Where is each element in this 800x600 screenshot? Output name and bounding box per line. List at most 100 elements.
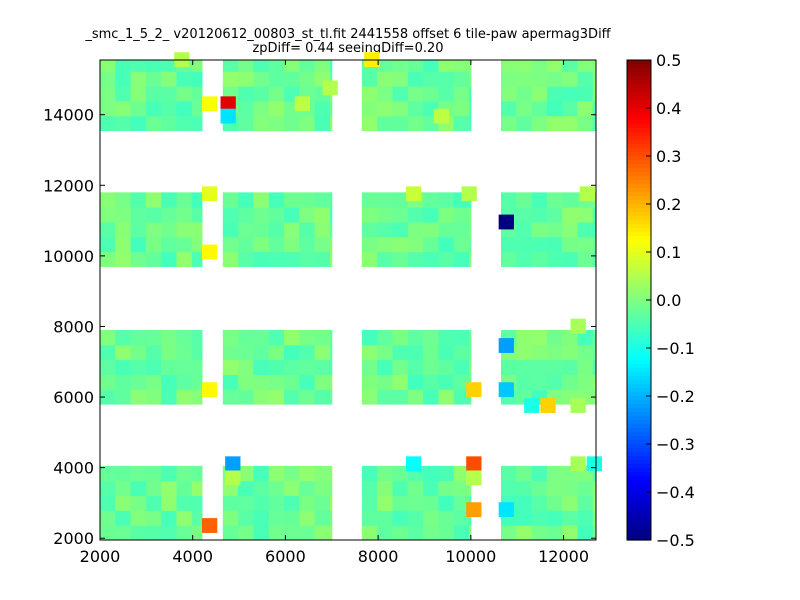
colorbar-segment [627,400,651,405]
heatmap-cell [546,60,563,72]
heatmap-cell [407,207,424,223]
heatmap-cell [145,100,162,117]
colorbar-segment [627,200,651,205]
heatmap-cell [377,344,394,361]
heatmap-cell [361,251,378,267]
colorbar-segment [627,280,651,285]
heatmap-cell [498,382,514,398]
heatmap-cell [453,222,470,238]
colorbar-segment [627,248,651,253]
heatmap-cell [191,344,203,361]
heatmap-cell [468,374,472,390]
colorbar-segment [627,364,651,369]
heatmap-cell [100,207,116,223]
heatmap-cell [176,115,193,132]
heatmap-cell [577,60,594,72]
heatmap-cell [392,525,409,541]
heatmap-cell [191,359,203,375]
heatmap-cell [579,186,596,202]
colorbar-segment [627,372,651,377]
heatmap-cell [531,86,548,102]
heatmap-cell [299,222,316,238]
heatmap-cell [500,71,517,87]
heatmap-cell [314,222,331,238]
colorbar-segment [627,108,651,113]
heatmap-cell [299,236,316,253]
heatmap-cell [546,251,563,267]
heatmap-cell [500,525,517,541]
heatmap-cell [115,86,132,102]
heatmap-cell [468,71,472,87]
heatmap-cell [540,398,556,413]
heatmap-cell [531,330,548,346]
heatmap-cell [253,495,270,511]
heatmap-cell [546,100,563,117]
heatmap-cell [438,389,455,405]
heatmap-cell [423,86,439,102]
colorbar-segment [627,532,651,537]
heatmap-cell [130,60,147,72]
heatmap-cell [176,344,193,361]
heatmap-cell [130,86,147,102]
heatmap-cell [238,115,254,132]
heatmap-cell [130,207,147,223]
heatmap-cell [299,115,316,132]
colorbar-segment [627,212,651,217]
heatmap-cell [176,71,193,87]
colorbar-segment [627,476,651,481]
colorbar-segment [627,352,651,357]
heatmap-cell [130,525,147,541]
heatmap-cell [377,71,394,87]
heatmap-cell [238,465,254,482]
heatmap-cell [361,374,378,390]
heatmap-cell [299,330,316,346]
heatmap-cell [329,525,333,541]
heatmap-cell [161,359,177,375]
heatmap-cell [284,374,300,390]
colorbar-segment [627,188,651,193]
heatmap-cell [314,192,331,208]
colorbar-segment [627,208,651,213]
heatmap-cell [222,60,239,72]
heatmap-cell [438,465,455,482]
colorbar-segment [627,124,651,129]
colorbar-segment [627,296,651,301]
heatmap-cell [392,207,409,223]
heatmap-cell [377,330,394,346]
heatmap-cell [531,236,548,253]
heatmap-cell [361,465,378,482]
heatmap-cell [516,374,533,390]
heatmap-cell [268,192,285,208]
heatmap-cell [238,60,254,72]
heatmap-cell [145,222,162,238]
heatmap-cell [329,222,333,238]
heatmap-cell [461,186,477,202]
colorbar-tick-label: 0.5 [656,51,681,70]
heatmap-cell [284,207,300,223]
heatmap-cell [577,344,594,361]
heatmap-cell [329,495,333,511]
heatmap-cell [115,60,132,72]
heatmap-cell [361,480,378,497]
heatmap-cell [284,495,300,511]
colorbar-segment [627,528,651,533]
heatmap-cell [161,495,177,511]
heatmap-cell [392,359,409,375]
heatmap-cell [299,374,316,390]
heatmap-cell [284,71,300,87]
heatmap-cell [361,510,378,526]
heatmap-cell [361,207,378,223]
heatmap-cell [453,60,470,72]
x-tick-label: 6000 [265,547,306,566]
heatmap-cell [100,344,116,361]
colorbar-segment [627,468,651,473]
heatmap-cell [176,510,193,526]
heatmap-cell [238,192,254,208]
heatmap-cell [222,330,239,346]
colorbar-segment [627,180,651,185]
heatmap-cell [546,330,563,346]
heatmap-cell [407,236,424,253]
heatmap-cell [176,495,193,511]
y-tick-label: 4000 [53,459,94,478]
heatmap-cell [329,465,333,482]
